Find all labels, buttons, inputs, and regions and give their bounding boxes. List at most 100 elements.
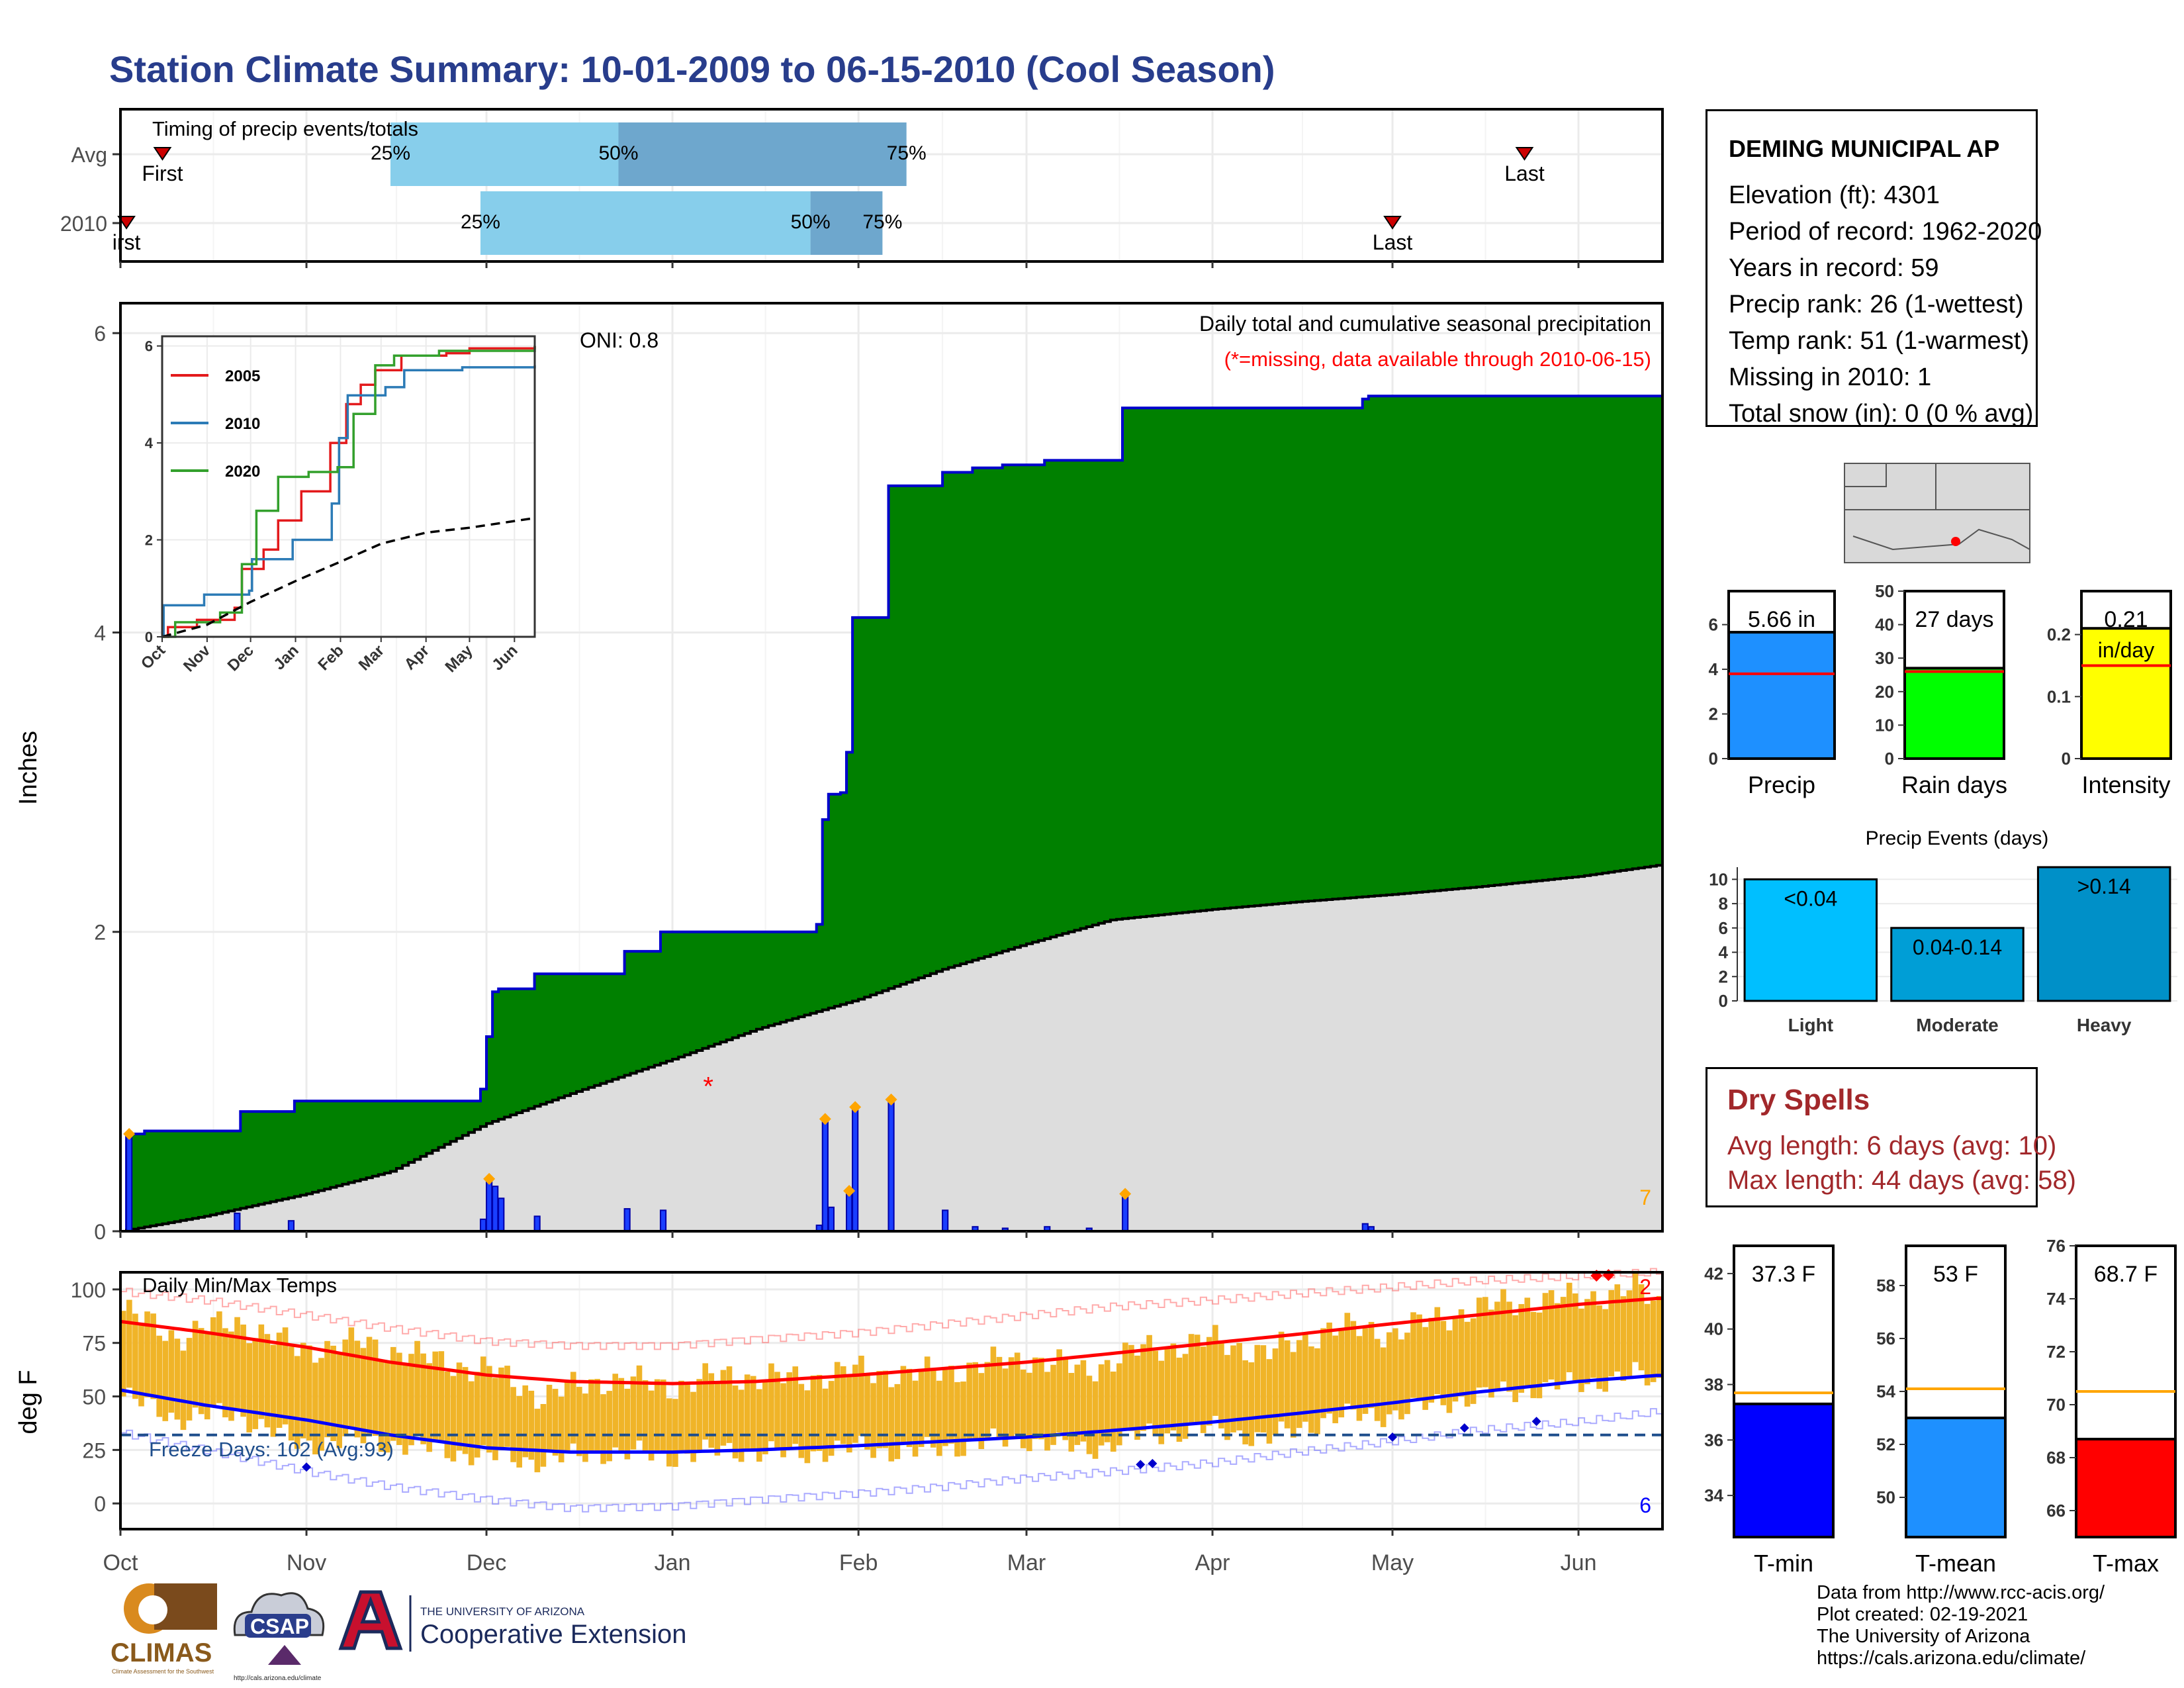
summary-ytick-label: 36 <box>1704 1430 1723 1450</box>
precip-average-cumulative-line <box>120 864 1662 1233</box>
temps-daily-bar <box>1632 1273 1639 1362</box>
temps-daily-bar <box>1368 1321 1375 1409</box>
temps-daily-bar <box>960 1382 966 1456</box>
summary-ytick-label: 70 <box>2046 1395 2066 1415</box>
temps-daily-bar <box>1590 1291 1596 1378</box>
inset-bg <box>162 336 535 637</box>
temps-daily-bar <box>1422 1327 1428 1410</box>
map-border-line <box>1852 528 2030 551</box>
temps-daily-bar <box>1110 1371 1116 1452</box>
temps-daily-bar <box>396 1352 402 1445</box>
temps-daily-bar <box>1092 1381 1099 1459</box>
temps-daily-bar <box>1446 1330 1453 1413</box>
temps-daily-bar <box>1482 1297 1488 1387</box>
events-bar-label: 0.04-0.14 <box>1913 935 2002 959</box>
temps-daily-bar <box>264 1334 271 1428</box>
temps-daily-bar <box>1338 1329 1345 1418</box>
summary-ytick-label: 10 <box>1875 715 1894 735</box>
temps-daily-bar <box>354 1340 361 1438</box>
temps-daily-bar <box>906 1368 913 1448</box>
temps-daily-bar <box>258 1324 265 1419</box>
temps-daily-bar <box>762 1380 768 1454</box>
timing-row-label: Avg <box>71 143 107 167</box>
summary-ytick-label: 66 <box>2046 1501 2066 1521</box>
temps-daily-bar <box>186 1338 193 1421</box>
temps-ytick-label: 0 <box>94 1492 106 1516</box>
temps-daily-bar <box>216 1311 222 1403</box>
temps-daily-bar <box>786 1372 792 1449</box>
summary-ytick-label: 0.2 <box>2047 625 2071 645</box>
temps-daily-bar <box>1578 1308 1584 1392</box>
summary-ytick-label: 6 <box>1709 615 1718 635</box>
precip-border <box>119 302 1664 1233</box>
temps-daily-bar <box>450 1376 457 1462</box>
precip-daily-bar <box>498 1197 505 1232</box>
timing-bar-25-50 <box>390 122 619 186</box>
temps-daily-bar <box>666 1398 672 1467</box>
summary-ytick-label: 72 <box>2046 1342 2066 1362</box>
temps-daily-bar <box>1086 1376 1093 1454</box>
temps-daily-bar <box>156 1335 163 1417</box>
temps-daily-bar <box>522 1385 529 1458</box>
temps-daily-bar <box>1248 1362 1255 1446</box>
temps-daily-bar <box>348 1327 355 1427</box>
temps-daily-bar <box>150 1313 156 1399</box>
precip-daily-bar <box>942 1209 949 1232</box>
credit-data-source: Data from http://www.rcc-acis.org/ <box>1817 1582 2105 1603</box>
temps-daily-bar <box>180 1350 187 1430</box>
ua-logo: THE UNIVERSITY OF ARIZONA Cooperative Ex… <box>338 1590 686 1652</box>
temps-daily-bar <box>366 1336 373 1434</box>
credit-university: The University of Arizona <box>1817 1626 2030 1647</box>
summary-value-label: 27 days <box>1915 607 1993 632</box>
temps-daily-bar <box>1572 1293 1578 1381</box>
precip-daily-bar <box>659 1209 667 1232</box>
temps-daily-bar <box>1254 1344 1261 1432</box>
temps-daily-bar <box>1506 1301 1512 1392</box>
temps-daily-bar <box>510 1387 516 1462</box>
temps-daily-bar <box>798 1383 805 1458</box>
temps-daily-bar <box>1038 1358 1044 1440</box>
summary-panel-rain-days: 0 10 20 30 40 50 27 days Rain days <box>1875 581 2007 798</box>
temps-daily-bar <box>270 1344 277 1437</box>
temps-daily-bar <box>828 1381 835 1456</box>
temps-daily-bar <box>1620 1296 1627 1382</box>
temps-daily-bar <box>1260 1345 1267 1432</box>
station-missing: Missing in 2010: 1 <box>1729 363 1932 391</box>
temps-daily-bar <box>1230 1345 1236 1432</box>
summary-panel-t-mean: 50 52 54 56 58 53 F T-mean <box>1876 1244 2007 1577</box>
temps-daily-bar <box>1014 1352 1021 1434</box>
temps-daily-bar <box>1656 1295 1662 1378</box>
temps-daily-bar <box>1332 1335 1338 1424</box>
temps-daily-bar <box>468 1381 475 1466</box>
temps-daily-bar <box>234 1317 240 1411</box>
inset-ytick-label: 0 <box>145 629 153 645</box>
temps-daily-bar <box>1056 1349 1062 1433</box>
summary-bar <box>1733 1402 1835 1539</box>
summary-ytick-label: 68 <box>2046 1448 2066 1468</box>
temps-daily-bar <box>192 1321 199 1408</box>
precip-daily-bar <box>486 1178 493 1233</box>
temps-daily-bar <box>498 1367 504 1450</box>
temps-daily-bar <box>1176 1357 1183 1442</box>
station-precip-rank: Precip rank: 26 (1-wettest) <box>1729 291 2024 318</box>
temps-daily-bar <box>876 1371 882 1448</box>
temps-daily-bar <box>1374 1338 1381 1421</box>
precip-event-marker <box>123 1128 136 1141</box>
temps-daily-bar <box>744 1374 751 1450</box>
temps-daily-bar <box>480 1356 486 1446</box>
precip-event-marker <box>849 1101 862 1113</box>
climas-wordmark: CLIMAS <box>111 1638 212 1667</box>
precip-daily-bar <box>234 1212 241 1232</box>
temps-daily-bar <box>1602 1309 1608 1392</box>
temps-daily-bar <box>1512 1315 1518 1403</box>
temps-daily-bar <box>462 1367 469 1454</box>
inset-ytick-label: 4 <box>145 435 154 451</box>
temps-daily-bar <box>1212 1325 1218 1416</box>
temps-daily-bar <box>198 1328 205 1415</box>
precip-event-marker <box>885 1094 897 1106</box>
temps-daily-bar <box>918 1368 925 1447</box>
temps-daily-bar <box>252 1338 259 1429</box>
temps-daily-bar <box>714 1382 721 1456</box>
events-chart-title: Precip Events (days) <box>1866 827 2049 849</box>
temps-daily-bar <box>546 1384 553 1452</box>
